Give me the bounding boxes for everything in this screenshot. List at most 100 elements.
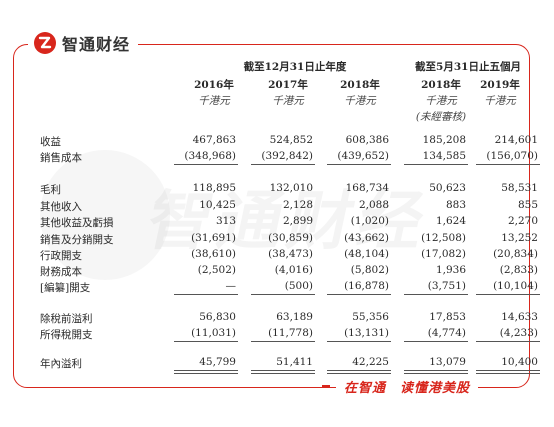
table-cell: 17,853 xyxy=(429,311,466,323)
table-cell: (43,662) xyxy=(344,232,389,244)
double-underline xyxy=(327,370,391,374)
slogan-dash xyxy=(322,385,330,387)
table-cell: (2,502) xyxy=(197,264,236,276)
row-label: 收益 xyxy=(40,136,61,148)
column-unit: 千港元 xyxy=(198,95,230,107)
table-cell: 42,225 xyxy=(352,356,389,368)
underline xyxy=(251,294,315,295)
table-cell: 214,601 xyxy=(494,134,538,146)
table-cell: 1,624 xyxy=(435,215,466,227)
row-label: 其他收益及虧損 xyxy=(40,217,114,229)
table-cell: (31,691) xyxy=(191,232,236,244)
column-unit: 千港元 xyxy=(344,95,376,107)
underline xyxy=(404,341,468,342)
table-cell: (38,610) xyxy=(191,248,236,260)
column-year: 2018年 xyxy=(421,79,461,91)
table-cell: (4,774) xyxy=(427,327,466,339)
brand-name: 智通财经 xyxy=(62,35,131,54)
slogan-part2: 读懂港美股 xyxy=(400,380,471,396)
table-cell: (156,070) xyxy=(486,150,538,162)
column-year: 2016年 xyxy=(194,79,234,91)
table-cell: 185,208 xyxy=(422,134,466,146)
double-underline xyxy=(174,370,238,374)
table-cell: 10,400 xyxy=(501,356,538,368)
table-cell: 1,936 xyxy=(435,264,466,276)
row-label: 其他收入 xyxy=(40,201,82,213)
table-cell: (348,968) xyxy=(184,150,236,162)
table-cell: 51,411 xyxy=(276,356,313,368)
row-label: 銷售成本 xyxy=(40,152,82,164)
table-cell: 2,088 xyxy=(358,199,389,211)
table-cell: 118,895 xyxy=(192,182,236,194)
double-underline xyxy=(251,370,315,374)
double-underline xyxy=(476,370,540,374)
row-label: 銷售及分銷開支 xyxy=(40,234,114,246)
table-cell: 45,799 xyxy=(199,356,236,368)
underline xyxy=(327,294,391,295)
table-cell: (2,833) xyxy=(499,264,538,276)
table-cell: 313 xyxy=(215,215,236,227)
underline xyxy=(476,341,540,342)
underline xyxy=(174,164,238,165)
underline xyxy=(174,341,238,342)
row-label: 毛利 xyxy=(40,184,61,196)
table-cell: 883 xyxy=(445,199,466,211)
brand-header: 智通财经 xyxy=(28,30,139,56)
table-cell: 2,899 xyxy=(282,215,313,227)
column-unit: 千港元 xyxy=(272,95,304,107)
table-cell: 524,852 xyxy=(269,134,313,146)
table-cell: 134,585 xyxy=(422,150,466,162)
row-label: 年內溢利 xyxy=(40,358,82,370)
underline xyxy=(404,294,468,295)
underline xyxy=(476,294,540,295)
table-cell: 467,863 xyxy=(192,134,236,146)
table-cell: 608,386 xyxy=(345,134,389,146)
table-cell: 2,270 xyxy=(507,215,538,227)
table-cell: (30,859) xyxy=(268,232,313,244)
table-cell: 50,623 xyxy=(429,182,466,194)
row-label: 除稅前溢利 xyxy=(40,313,93,325)
row-label: 財務成本 xyxy=(40,266,82,278)
underline xyxy=(251,164,315,165)
table-cell: 55,356 xyxy=(352,311,389,323)
table-cell: (392,842) xyxy=(261,150,313,162)
table-cell: 132,010 xyxy=(269,182,313,194)
table-cell: (5,802) xyxy=(350,264,389,276)
table-cell: (16,878) xyxy=(344,280,389,292)
table-cell: (3,751) xyxy=(427,280,466,292)
table-cell: (4,233) xyxy=(499,327,538,339)
column-unit: 千港元 xyxy=(484,95,516,107)
double-underline xyxy=(404,370,468,374)
underline xyxy=(174,294,238,295)
table-cell: (20,834) xyxy=(493,248,538,260)
table-cell: 13,252 xyxy=(501,232,538,244)
underline xyxy=(327,341,391,342)
table-cell: (13,131) xyxy=(344,327,389,339)
table-cell: (500) xyxy=(284,280,313,292)
zhitong-logo-icon xyxy=(34,32,56,54)
column-year: 2019年 xyxy=(480,79,520,91)
table-cell: 14,633 xyxy=(501,311,538,323)
column-note: (未經審核) xyxy=(415,111,467,123)
table-cell: 10,425 xyxy=(199,199,236,211)
table-cell: 63,189 xyxy=(276,311,313,323)
underline xyxy=(404,164,468,165)
table-cell: (12,508) xyxy=(421,232,466,244)
table-cell: 13,079 xyxy=(429,356,466,368)
underline xyxy=(327,164,391,165)
table-cell: 855 xyxy=(517,199,538,211)
table-cell: 168,734 xyxy=(345,182,389,194)
watermark-logo xyxy=(40,150,170,280)
table-cell: (17,082) xyxy=(421,248,466,260)
column-year: 2018年 xyxy=(340,79,380,91)
table-cell: 2,128 xyxy=(282,199,313,211)
table-cell: (11,778) xyxy=(268,327,313,339)
content-frame xyxy=(13,44,530,388)
group-header-interim: 截至5月31日止五個月 xyxy=(415,61,521,73)
table-cell: (1,020) xyxy=(350,215,389,227)
slogan: 在智通 读懂港美股 xyxy=(336,375,479,397)
table-cell: (439,652) xyxy=(337,150,389,162)
table-cell: — xyxy=(225,280,237,292)
group-header-annual: 截至12月31日止年度 xyxy=(243,61,347,73)
table-cell: 56,830 xyxy=(199,311,236,323)
